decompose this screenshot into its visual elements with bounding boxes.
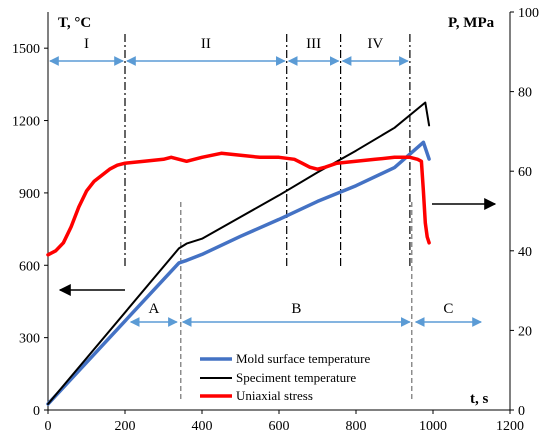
y-left-tick-label: 600 (19, 259, 40, 274)
y-right-tick-label: 60 (518, 165, 532, 180)
y-right-tick-label: 80 (518, 86, 532, 101)
y-left-tick-label: 1500 (12, 42, 40, 57)
zone-annotations: I II III IV (49, 34, 411, 268)
stage-label: C (443, 301, 453, 317)
y-left-tick-label: 900 (19, 187, 40, 202)
x-tick-label: 200 (115, 419, 136, 434)
y-right-tick-label: 0 (518, 404, 525, 419)
legend-label-speciment: Speciment temperature (236, 370, 356, 385)
y-right-tick-label: 20 (518, 324, 532, 339)
y-right-axis-title: P, MPa (448, 15, 495, 31)
zone-label: III (306, 36, 321, 52)
y-right-tick-label: 100 (518, 6, 539, 21)
x-axis-title: t, s (470, 391, 488, 407)
y-left-tick-label: 0 (33, 404, 40, 419)
x-tick-label: 400 (192, 419, 213, 434)
series-group (46, 101, 431, 406)
zone-label: II (201, 36, 211, 52)
x-tick-label: 600 (269, 419, 290, 434)
series-line-uniaxial-stress (46, 151, 431, 257)
x-tick-group: 0 200 400 600 800 1000 1200 (45, 410, 524, 434)
axis-direction-arrows (58, 198, 497, 296)
y-left-tick-label: 300 (19, 332, 40, 347)
stage-label: B (291, 301, 301, 317)
y-right-tick-label: 40 (518, 245, 532, 260)
zone-label: I (84, 36, 89, 52)
legend-label-stress: Uniaxial stress (236, 388, 313, 403)
x-tick-label: 1200 (496, 419, 524, 434)
stage-annotations: A B C (129, 202, 483, 400)
y-left-tick-label: 1200 (12, 115, 40, 130)
x-tick-label: 0 (45, 419, 52, 434)
legend: Mold surface temperature Speciment tempe… (200, 351, 371, 403)
series-line-mold-surface-temperature (46, 140, 431, 406)
y-right-tick-group: 0 20 40 60 80 100 (510, 6, 539, 419)
x-tick-label: 800 (346, 419, 367, 434)
x-tick-label: 1000 (419, 419, 447, 434)
y-left-tick-group: 0 300 600 900 1200 1500 (12, 42, 48, 419)
y-left-axis-title: T, °C (58, 15, 91, 31)
zone-label: IV (367, 36, 383, 52)
legend-label-mold: Mold surface temperature (236, 351, 371, 366)
stage-label: A (148, 301, 159, 317)
series-line-speciment-temperature (47, 101, 431, 405)
